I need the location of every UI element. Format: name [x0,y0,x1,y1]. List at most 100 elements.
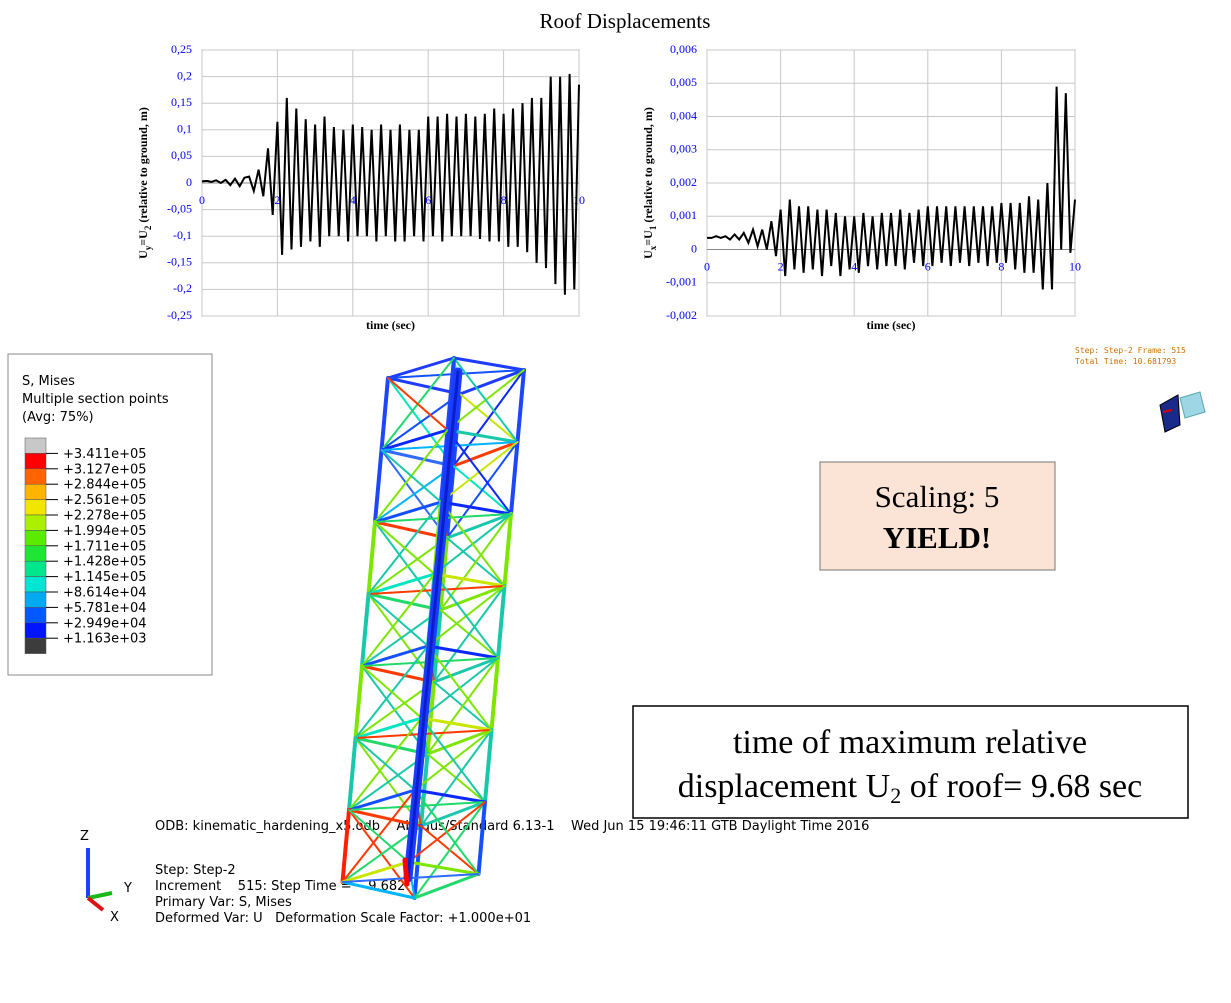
truss-member [498,586,505,658]
triad-label: Z [80,829,89,844]
text-part: =U [641,230,655,246]
legend-swatch [25,515,46,530]
subscript: 2 [890,783,901,808]
y-tick-label: 0,005 [670,75,697,89]
legend-level: +8.614e+04 [63,586,147,601]
view-icon [1160,392,1205,432]
legend-level: +1.994e+05 [63,524,147,539]
x-tick-label: 8 [998,259,1004,273]
truss-member [511,442,518,514]
legend-level: +1.711e+05 [63,539,147,554]
scaling-text: Scaling: 5 [875,479,1000,514]
truss-member [518,370,525,442]
footer-line: Primary Var: S, Mises [155,895,292,910]
truss-member [485,730,492,802]
legend-swatch [25,484,46,499]
text-part: U [136,250,150,259]
y-tick-label: 0 [691,241,697,255]
page: Roof Displacements Step: Step-2 Frame: 5… [0,0,1231,1003]
y-tick-label: 0,003 [670,142,697,156]
legend-level: +5.781e+04 [63,601,147,616]
triad: Z Y X [80,829,132,925]
legend-swatch [25,500,46,515]
legend-level: +2.278e+05 [63,509,147,524]
x-tick-label: 6 [925,259,931,273]
legend-swatch [25,453,46,468]
legend-swatch [25,469,46,484]
text-part: =U [136,230,150,246]
status-line: Total Time: 10.681793 [1075,357,1176,366]
y-tick-label: 0,1 [177,122,192,136]
y-tick-label: -0,2 [173,281,192,295]
x-tick-label: 0 [199,193,205,207]
triad-label: X [110,910,119,925]
legend-swatch [25,530,46,545]
y-tick-label: 0,25 [171,42,192,56]
truss-member [405,860,407,884]
legend-level: +3.127e+05 [63,462,147,477]
max-time-text: displacement U2 of roof= 9.68 sec [678,768,1143,808]
y-tick-label: 0,05 [171,148,192,162]
truss-member [382,378,389,450]
legend-level: +2.949e+04 [63,616,147,631]
x-axis-label: time (sec) [867,318,916,332]
x-tick-label: 10 [1069,259,1081,273]
legend-swatch [25,546,46,561]
legend-level: +2.844e+05 [63,478,147,493]
legend-swatch [25,607,46,622]
y-tick-label: 0,15 [171,95,192,109]
text-part: U [641,250,655,259]
x-tick-label: 2 [778,259,784,273]
truss-model [343,358,525,898]
text-part: (relative to ground, m) [641,107,655,226]
legend-swatch [25,592,46,607]
legend-title: Multiple section points [22,392,169,407]
legend-swatch [25,623,46,638]
legend-title: S, Mises [22,374,75,389]
triad-label: Y [123,881,132,896]
legend-swatch [25,577,46,592]
footer-line: Deformed Var: U Deformation Scale Factor… [155,911,531,926]
legend-level: +1.163e+03 [63,632,147,647]
yield-text: YIELD! [883,520,992,555]
text-part: (relative to ground, m) [136,107,150,226]
x-axis-label: time (sec) [366,318,415,332]
legend-level: +3.411e+05 [63,447,147,462]
y-tick-label: 0,006 [670,42,697,56]
legend-swatch [25,438,46,453]
x-tick-label: 0 [704,259,710,273]
truss-member [479,802,486,874]
footer-line: Step: Step-2 [155,863,236,878]
footer-odb: ODB: kinematic_hardening_x5.odb Abaqus/S… [155,819,869,834]
y-tick-label: -0,001 [666,275,697,289]
y-tick-label: -0,05 [167,201,192,215]
truss-member [356,666,363,738]
page-title: Roof Displacements [540,9,711,33]
text-part: of roof= 9.68 sec [901,768,1142,805]
y-tick-label: 0,002 [670,175,697,189]
legend-level: +1.145e+05 [63,570,147,585]
legend-level: +1.428e+05 [63,555,147,570]
y-axis-label: Ux=U1 (relative to ground, m) [641,107,658,259]
view-face [1180,392,1205,418]
legend-swatch [25,638,46,653]
y-tick-label: 0 [186,175,192,189]
truss-member [375,450,382,522]
y-tick-label: 0,001 [670,208,697,222]
y-tick-label: -0,002 [666,308,697,322]
truss-member [454,358,524,370]
truss-member [349,738,356,810]
y-tick-label: 0,004 [670,108,697,122]
truss-member [369,522,376,594]
legend-title: (Avg: 75%) [22,410,94,425]
y-axis-label: Uy=U2 (relative to ground, m) [136,107,153,259]
view-face [1160,395,1180,432]
truss-member [492,658,499,730]
max-time-text: time of maximum relative [733,724,1087,761]
text-part: displacement U [678,768,890,805]
triad-x-axis [88,898,103,910]
y-tick-label: -0,1 [173,228,192,242]
legend-level: +2.561e+05 [63,493,147,508]
y-tick-label: -0,15 [167,255,192,269]
x-tick-label: 4 [851,259,857,273]
